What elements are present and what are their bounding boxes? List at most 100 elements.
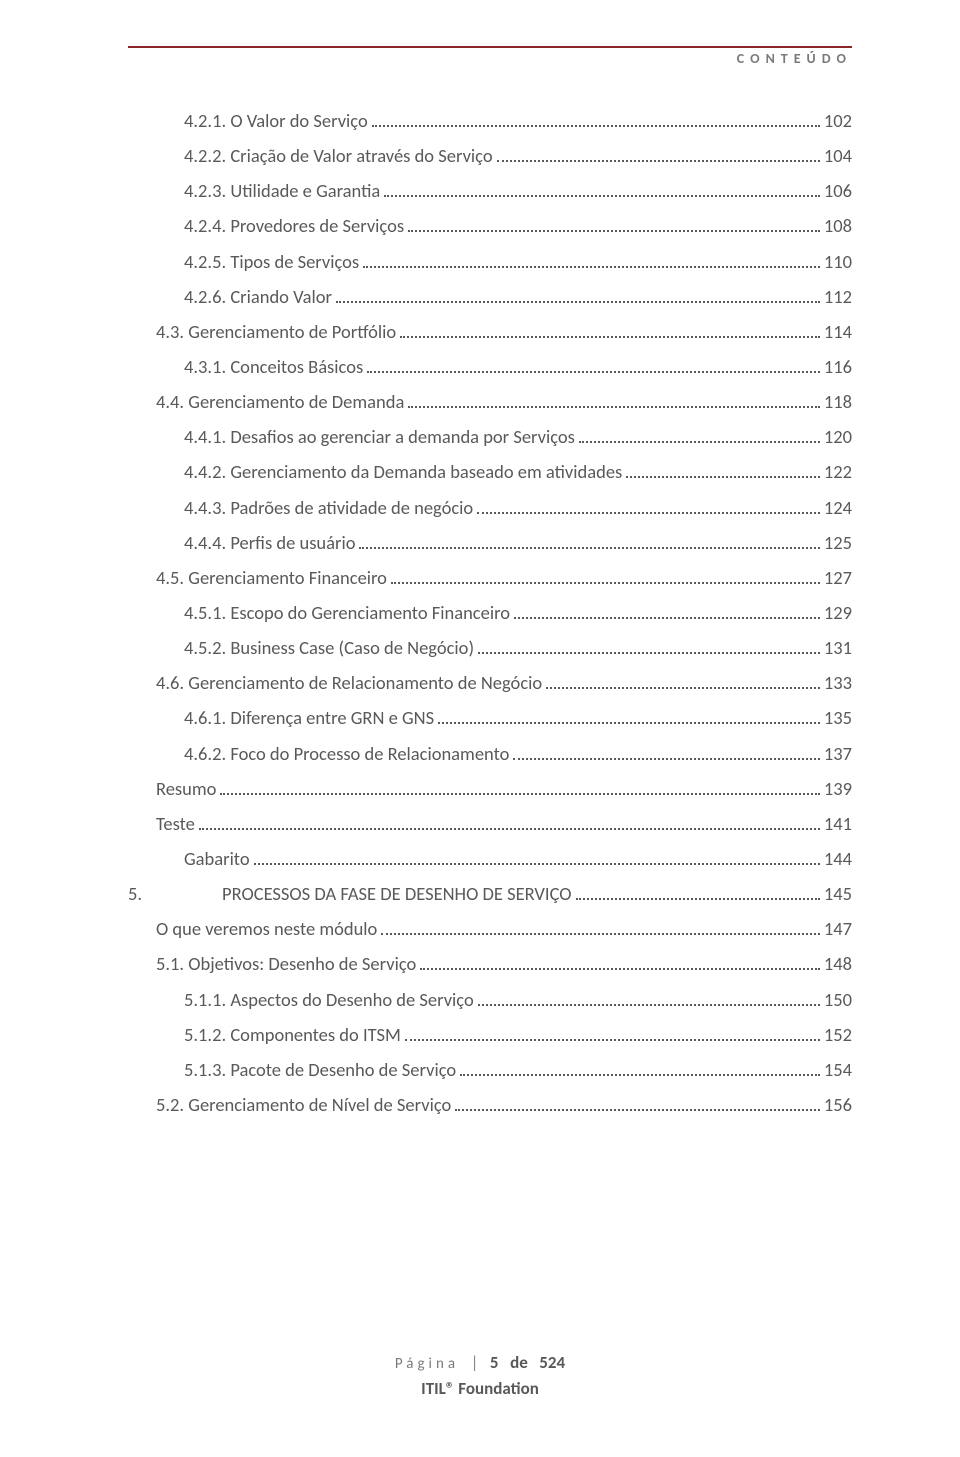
toc-chapter-row: 5.PROCESSOS DA FASE DE DESENHO DE SERVIÇ… <box>128 876 852 911</box>
footer-brand: ITIL® Foundation <box>0 1376 960 1402</box>
footer-page-total: 524 <box>539 1352 565 1373</box>
toc-entry-title: 4.5.2. Business Case (Caso de Negócio) <box>184 630 474 665</box>
toc-row: 4.4.1. Desafios ao gerenciar a demanda p… <box>128 419 852 454</box>
toc-entry-page: 141 <box>824 806 852 841</box>
footer-separator: | <box>471 1352 479 1373</box>
toc-row: O que veremos neste módulo147 <box>128 911 852 946</box>
toc-leader-dots <box>336 290 820 303</box>
toc-leader-dots <box>367 360 820 373</box>
toc-leader-dots <box>363 254 820 267</box>
toc-entry-title: 5.1.1. Aspectos do Desenho de Serviço <box>184 982 474 1017</box>
toc-leader-dots <box>513 746 820 759</box>
toc-row: 5.1.2. Componentes do ITSM 152 <box>128 1017 852 1052</box>
toc-entry-page: 125 <box>824 525 852 560</box>
toc-leader-dots <box>405 1028 820 1041</box>
toc-leader-dots <box>254 852 820 865</box>
toc-leader-dots <box>497 149 820 162</box>
toc-row: 4.4. Gerenciamento de Demanda118 <box>128 384 852 419</box>
toc-row: Teste141 <box>128 806 852 841</box>
toc-leader-dots <box>478 992 820 1005</box>
toc-row: 4.2.1. O Valor do Serviço 102 <box>128 103 852 138</box>
footer-page-current: 5 <box>490 1352 499 1373</box>
toc-entry-page: 131 <box>824 630 852 665</box>
toc-row: 4.2.5. Tipos de Serviços 110 <box>128 244 852 279</box>
toc-leader-dots <box>199 817 820 830</box>
toc-entry-title: 4.2.3. Utilidade e Garantia <box>184 173 380 208</box>
toc-entry-page: 127 <box>824 560 852 595</box>
page-footer: Página | 5 de 524 ITIL® Foundation <box>0 1350 960 1401</box>
toc-row: 4.2.6. Criando Valor112 <box>128 279 852 314</box>
toc-leader-dots <box>514 606 820 619</box>
toc-entry-page: 114 <box>824 314 852 349</box>
toc-entry-page: 137 <box>824 736 852 771</box>
toc-entry-page: 145 <box>824 876 852 911</box>
toc-row: 4.6. Gerenciamento de Relacionamento de … <box>128 665 852 700</box>
toc-entry-page: 154 <box>824 1052 852 1087</box>
toc-row: 4.4.4. Perfis de usuário125 <box>128 525 852 560</box>
toc-entry-page: 112 <box>824 279 852 314</box>
toc-row: 4.4.3. Padrões de atividade de negócio12… <box>128 490 852 525</box>
toc-leader-dots <box>420 957 820 970</box>
toc-row: 5.1. Objetivos: Desenho de Serviço148 <box>128 946 852 981</box>
toc-leader-dots <box>384 184 820 197</box>
toc-entry-page: 116 <box>824 349 852 384</box>
toc-entry-page: 156 <box>824 1087 852 1122</box>
toc-entry-title: Resumo <box>156 771 216 806</box>
toc-entry-page: 110 <box>824 244 852 279</box>
toc-leader-dots <box>546 676 820 689</box>
toc-leader-dots <box>455 1098 820 1111</box>
toc-leader-dots <box>579 430 820 443</box>
toc-entry-title: 4.5. Gerenciamento Financeiro <box>156 560 387 595</box>
toc-leader-dots <box>477 500 820 513</box>
toc-leader-dots <box>220 782 819 795</box>
toc-entry-page: 102 <box>824 103 852 138</box>
toc-leader-dots <box>460 1063 820 1076</box>
toc-leader-dots <box>381 922 820 935</box>
toc-entry-page: 108 <box>824 208 852 243</box>
toc-row: 4.5.1. Escopo do Gerenciamento Financeir… <box>128 595 852 630</box>
toc-entry-title: O que veremos neste módulo <box>156 911 377 946</box>
toc-leader-dots <box>391 571 820 584</box>
toc-entry-title: 4.6.1. Diferença entre GRN e GNS <box>184 700 434 735</box>
toc-entry-page: 129 <box>824 595 852 630</box>
toc-leader-dots <box>359 536 819 549</box>
toc-entry-page: 152 <box>824 1017 852 1052</box>
toc-leader-dots <box>478 641 820 654</box>
toc-entry-page: 150 <box>824 982 852 1017</box>
toc-row: 4.6.2. Foco do Processo de Relacionament… <box>128 736 852 771</box>
toc-entry-title: 4.4.1. Desafios ao gerenciar a demanda p… <box>184 419 575 454</box>
toc-entry-title: 4.2.5. Tipos de Serviços <box>184 244 359 279</box>
toc-entry-page: 104 <box>824 138 852 173</box>
toc-entry-page: 122 <box>824 454 852 489</box>
toc-row: 4.2.4. Provedores de Serviços108 <box>128 208 852 243</box>
toc-row: 4.3. Gerenciamento de Portfólio114 <box>128 314 852 349</box>
toc-row: 4.2.2. Criação de Valor através do Servi… <box>128 138 852 173</box>
toc-entry-title: 4.3.1. Conceitos Básicos <box>184 349 363 384</box>
toc-entry-title: 4.4. Gerenciamento de Demanda <box>156 384 404 419</box>
page: CONTEÚDO 4.2.1. O Valor do Serviço1024.2… <box>0 0 960 1457</box>
toc-row: Resumo 139 <box>128 771 852 806</box>
footer-page-of: de <box>510 1352 528 1373</box>
toc-entry-page: 148 <box>824 946 852 981</box>
header-rule <box>128 46 852 48</box>
toc-row: 5.2. Gerenciamento de Nível de Serviço15… <box>128 1087 852 1122</box>
footer-page-line: Página | 5 de 524 <box>0 1350 960 1376</box>
toc-entry-page: 124 <box>824 490 852 525</box>
toc-row: 4.2.3. Utilidade e Garantia106 <box>128 173 852 208</box>
toc-leader-dots <box>626 465 820 478</box>
toc-row: 4.3.1. Conceitos Básicos 116 <box>128 349 852 384</box>
toc-entry-title: 4.6.2. Foco do Processo de Relacionament… <box>184 736 509 771</box>
toc-entry-title: 5.1.2. Componentes do ITSM <box>184 1017 401 1052</box>
footer-page-label: Página <box>395 1355 459 1373</box>
toc-entry-title: 4.2.2. Criação de Valor através do Servi… <box>184 138 493 173</box>
toc-row: 4.5. Gerenciamento Financeiro 127 <box>128 560 852 595</box>
toc-row: 5.1.1. Aspectos do Desenho de Serviço 150 <box>128 982 852 1017</box>
toc-entry-title: 5.1.3. Pacote de Desenho de Serviço <box>184 1052 456 1087</box>
toc-entry-page: 139 <box>824 771 852 806</box>
toc-entry-title: 4.2.1. O Valor do Serviço <box>184 103 368 138</box>
toc-leader-dots <box>408 219 820 232</box>
toc-row: 5.1.3. Pacote de Desenho de Serviço 154 <box>128 1052 852 1087</box>
toc-leader-dots <box>408 395 820 408</box>
toc-entry-title: Gabarito <box>184 841 250 876</box>
toc-chapter-number: 5. <box>128 876 222 911</box>
